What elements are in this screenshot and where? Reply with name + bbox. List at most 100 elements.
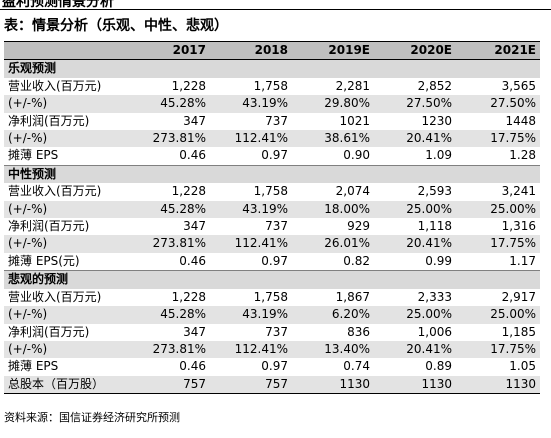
table-cell: 2,074 bbox=[335, 184, 370, 199]
table-cell: 0.97 bbox=[261, 359, 288, 374]
table-cell: 26.01% bbox=[292, 235, 374, 253]
table-cell: 1.17 bbox=[509, 253, 536, 268]
table-cell: 347 bbox=[183, 324, 206, 339]
table-cell: 757 bbox=[128, 375, 210, 395]
table-cell: 13.40% bbox=[292, 340, 374, 359]
table-cell: 17.75% bbox=[456, 130, 540, 148]
table-cell: 38.61% bbox=[292, 130, 374, 148]
column-header: 2020E bbox=[374, 40, 456, 61]
table-cell: 0.97 bbox=[261, 253, 288, 268]
table-cell: 737 bbox=[265, 219, 288, 234]
scenario-table: 2017 2018 2019E 2020E 2021E 乐观预测 营业收入(百万元) 1,22… bbox=[4, 40, 540, 395]
table-row: (+/-%) 273.81% 112.41% 26.01% 20.41% 17.75% bbox=[4, 235, 540, 253]
table-cell: 1,867 bbox=[335, 289, 370, 304]
table-cell: 1130 bbox=[456, 375, 540, 395]
table-cell: 1,006 bbox=[417, 324, 452, 339]
section-title: 悲观的预测 bbox=[4, 270, 540, 289]
table-cell: 0.46 bbox=[179, 148, 206, 163]
table-row: 摊薄 EPS 0.46 0.97 0.74 0.89 1.05 bbox=[4, 358, 540, 375]
table-cell: 27.50% bbox=[374, 95, 456, 113]
column-header: 2017 bbox=[128, 40, 210, 61]
column-header: 2021E bbox=[456, 40, 540, 61]
column-header: 2018 bbox=[210, 40, 292, 61]
table-cell: 0.89 bbox=[425, 359, 452, 374]
row-label: (+/-%) bbox=[4, 200, 128, 219]
table-cell: 273.81% bbox=[128, 340, 210, 359]
table-row: 营业收入(百万元) 1,228 1,758 1,867 2,333 2,917 bbox=[4, 289, 540, 306]
table-row: (+/-%) 45.28% 43.19% 6.20% 25.00% 25.00% bbox=[4, 306, 540, 324]
table-cell: 273.81% bbox=[128, 235, 210, 253]
column-header: 2019E bbox=[292, 40, 374, 61]
table-cell: 45.28% bbox=[128, 200, 210, 219]
table-cell: 0.82 bbox=[343, 253, 370, 268]
table-cell: 737 bbox=[265, 324, 288, 339]
header-corner bbox=[4, 40, 128, 61]
total-shares-row: 总股本（百万股） 757 757 1130 1130 1130 bbox=[4, 375, 540, 395]
table-cell: 1,758 bbox=[253, 78, 288, 93]
table-cell: 1,228 bbox=[171, 184, 206, 199]
table-cell: 0.90 bbox=[343, 148, 370, 163]
table-cell: 25.00% bbox=[374, 200, 456, 219]
table-cell: 1130 bbox=[374, 375, 456, 395]
table-row: 净利润(百万元) 347 737 929 1,118 1,316 bbox=[4, 218, 540, 235]
table-row: 营业收入(百万元) 1,228 1,758 2,074 2,593 3,241 bbox=[4, 183, 540, 200]
table-cell: 43.19% bbox=[210, 200, 292, 219]
table-cell: 273.81% bbox=[128, 130, 210, 148]
table-row: 净利润(百万元) 347 737 836 1,006 1,185 bbox=[4, 324, 540, 341]
header-rule bbox=[0, 9, 551, 10]
section-title: 中性预测 bbox=[4, 164, 540, 184]
table-cell: 3,565 bbox=[501, 78, 536, 93]
table-cell: 20.41% bbox=[374, 130, 456, 148]
table-cell: 347 bbox=[183, 219, 206, 234]
row-label: 营业收入(百万元) bbox=[8, 289, 102, 304]
table-row: (+/-%) 45.28% 43.19% 29.80% 27.50% 27.50% bbox=[4, 95, 540, 113]
table-cell: 1230 bbox=[421, 113, 452, 128]
table-cell: 6.20% bbox=[292, 306, 374, 324]
table-cell: 737 bbox=[265, 113, 288, 128]
row-label: 净利润(百万元) bbox=[8, 113, 90, 128]
table-row: 营业收入(百万元) 1,228 1,758 2,281 2,852 3,565 bbox=[4, 78, 540, 95]
section-row: 悲观的预测 bbox=[4, 270, 540, 289]
section-title: 乐观预测 bbox=[4, 59, 540, 78]
table-cell: 1448 bbox=[505, 113, 536, 128]
table-row: (+/-%) 45.28% 43.19% 18.00% 25.00% 25.00% bbox=[4, 200, 540, 219]
table-cell: 1,118 bbox=[417, 219, 452, 234]
table-cell: 45.28% bbox=[128, 306, 210, 324]
table-row: 摊薄 EPS(元) 0.46 0.97 0.82 0.99 1.17 bbox=[4, 253, 540, 271]
row-label: 净利润(百万元) bbox=[8, 324, 90, 339]
table-cell: 29.80% bbox=[292, 95, 374, 113]
table-cell: 3,241 bbox=[501, 184, 536, 199]
table-cell: 112.41% bbox=[210, 235, 292, 253]
table-cell: 1130 bbox=[292, 375, 374, 395]
table-cell: 1,185 bbox=[501, 324, 536, 339]
table-cell: 0.46 bbox=[179, 253, 206, 268]
table-cell: 25.00% bbox=[456, 306, 540, 324]
row-label: 总股本（百万股） bbox=[4, 375, 128, 395]
table-cell: 25.00% bbox=[456, 200, 540, 219]
row-label: (+/-%) bbox=[4, 130, 128, 148]
table-row: 摊薄 EPS 0.46 0.97 0.90 1.09 1.28 bbox=[4, 147, 540, 165]
table-cell: 836 bbox=[347, 324, 370, 339]
table-cell: 0.99 bbox=[425, 253, 452, 268]
table-row: 净利润(百万元) 347 737 1021 1230 1448 bbox=[4, 113, 540, 130]
table-cell: 112.41% bbox=[210, 130, 292, 148]
row-label: (+/-%) bbox=[4, 306, 128, 324]
table-cell: 1.09 bbox=[425, 148, 452, 163]
row-label: (+/-%) bbox=[4, 235, 128, 253]
table-cell: 2,333 bbox=[417, 289, 452, 304]
table-cell: 2,917 bbox=[501, 289, 536, 304]
table-cell: 17.75% bbox=[456, 340, 540, 359]
table-cell: 1.05 bbox=[509, 359, 536, 374]
section-row: 中性预测 bbox=[4, 164, 540, 184]
table-header-row: 2017 2018 2019E 2020E 2021E bbox=[4, 40, 540, 61]
table-cell: 0.74 bbox=[343, 359, 370, 374]
row-label: 营业收入(百万元) bbox=[8, 78, 102, 93]
table-cell: 1,758 bbox=[253, 289, 288, 304]
row-label: 营业收入(百万元) bbox=[8, 184, 102, 199]
table-cell: 20.41% bbox=[374, 340, 456, 359]
table-cell: 27.50% bbox=[456, 95, 540, 113]
section-row: 乐观预测 bbox=[4, 59, 540, 78]
table-cell: 929 bbox=[347, 219, 370, 234]
row-label: 摊薄 EPS bbox=[8, 148, 59, 163]
row-label: 摊薄 EPS bbox=[8, 359, 59, 374]
